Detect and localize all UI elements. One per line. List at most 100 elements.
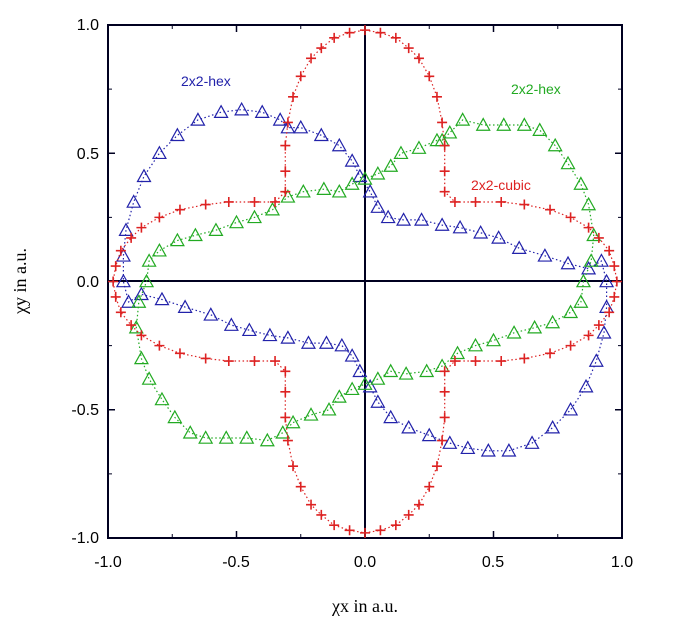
point-cubic (583, 222, 594, 233)
point-cubic (288, 461, 299, 472)
point-cubic (280, 186, 291, 197)
point-hex-green (246, 209, 263, 224)
point-hex-green (128, 319, 144, 334)
point-hex-blue (262, 327, 278, 342)
point-hex-green (467, 337, 484, 352)
point-hex-blue (293, 119, 309, 134)
point-hex-green (581, 196, 597, 211)
point-hex-green (344, 176, 360, 190)
point-hex-blue (241, 322, 257, 337)
point-cubic (424, 71, 435, 82)
point-hex-green (370, 371, 386, 385)
point-hex-blue (151, 145, 167, 160)
plot-area (107, 24, 623, 539)
point-hex-blue (300, 335, 316, 349)
point-cubic (424, 481, 435, 492)
point-hex-blue (473, 225, 489, 239)
series-layer (108, 25, 622, 538)
point-cubic (609, 291, 620, 302)
point-cubic (154, 212, 165, 223)
point-hex-green (295, 183, 311, 198)
point-hex-green (429, 132, 445, 147)
point-cubic (360, 527, 370, 538)
point-cubic (200, 199, 211, 210)
point-hex-blue (578, 378, 594, 393)
y-axis-title: χy in a.u. (10, 248, 30, 315)
point-cubic (413, 499, 424, 510)
point-hex-blue (313, 127, 329, 142)
point-hex-blue (280, 330, 296, 344)
point-hex-blue (396, 212, 412, 226)
point-hex-green (331, 183, 347, 198)
y-tick-label: 0.0 (77, 274, 99, 291)
point-hex-blue (213, 104, 229, 119)
point-cubic (329, 32, 340, 43)
point-hex-green (370, 166, 386, 180)
point-hex-blue (136, 168, 152, 183)
point-hex-green (411, 140, 427, 154)
point-hex-green (167, 409, 183, 424)
point-cubic (545, 348, 556, 359)
point-cubic (136, 330, 147, 341)
point-hex-green (303, 407, 319, 421)
point-cubic (110, 291, 121, 302)
x-tick-label: -0.5 (222, 554, 250, 571)
point-hex-green (383, 158, 399, 172)
point-hex-green (560, 155, 576, 170)
point-hex-green (131, 294, 147, 308)
series-annotations: 2x2-hex 2x2-hex 2x2-cubic (181, 73, 561, 193)
point-cubic (295, 481, 306, 492)
point-hex-blue (115, 273, 131, 288)
point-hex-blue (460, 440, 476, 455)
point-cubic (136, 222, 147, 233)
point-hex-blue (254, 104, 270, 119)
point-hex-blue (344, 348, 360, 362)
point-hex-green (218, 430, 234, 444)
point-cubic (316, 509, 327, 520)
point-hex-blue (593, 253, 609, 267)
point-cubic (115, 307, 126, 318)
point-cubic (154, 340, 165, 351)
point-cubic (439, 186, 450, 197)
point-cubic (519, 199, 530, 210)
point-hex-green (182, 425, 198, 439)
point-hex-green (208, 222, 224, 236)
point-hex-blue (581, 260, 597, 275)
point-hex-green (573, 294, 589, 308)
point-cubic (403, 509, 414, 520)
point-cubic (496, 356, 507, 367)
point-cubic (431, 461, 442, 472)
point-hex-blue (223, 317, 239, 331)
point-hex-green (532, 122, 548, 136)
point-hex-blue (331, 137, 347, 152)
point-hex-green (133, 350, 149, 365)
x-tick-label: -1.0 (94, 554, 122, 571)
point-hex-blue (511, 240, 527, 254)
point-cubic (329, 520, 340, 531)
point-cubic (288, 91, 299, 102)
point-hex-blue (383, 409, 399, 424)
point-hex-green (575, 273, 591, 288)
point-cubic (439, 166, 450, 177)
point-hex-blue (560, 255, 576, 270)
point-hex-green (545, 314, 561, 329)
point-hex-green (527, 319, 543, 334)
y-tick-label: 1.0 (77, 17, 99, 34)
point-hex-green (344, 381, 360, 396)
point-hex-green (383, 363, 399, 378)
point-hex-green (169, 232, 185, 247)
point-hex-blue (121, 294, 137, 308)
point-hex-blue (545, 419, 561, 434)
point-hex-blue (480, 443, 496, 457)
point-cubic (280, 412, 291, 423)
y-tick-labels: 1.0 0.5 0.0 -0.5 -1.0 (71, 17, 99, 547)
point-hex-green (586, 227, 602, 242)
point-hex-green (139, 273, 155, 288)
y-tick-label: -1.0 (71, 530, 99, 547)
point-hex-blue (154, 291, 170, 306)
point-hex-green (275, 425, 291, 439)
point-cubic (249, 196, 260, 207)
point-hex-green (285, 414, 301, 429)
point-cubic (306, 499, 317, 510)
point-cubic (375, 525, 386, 536)
